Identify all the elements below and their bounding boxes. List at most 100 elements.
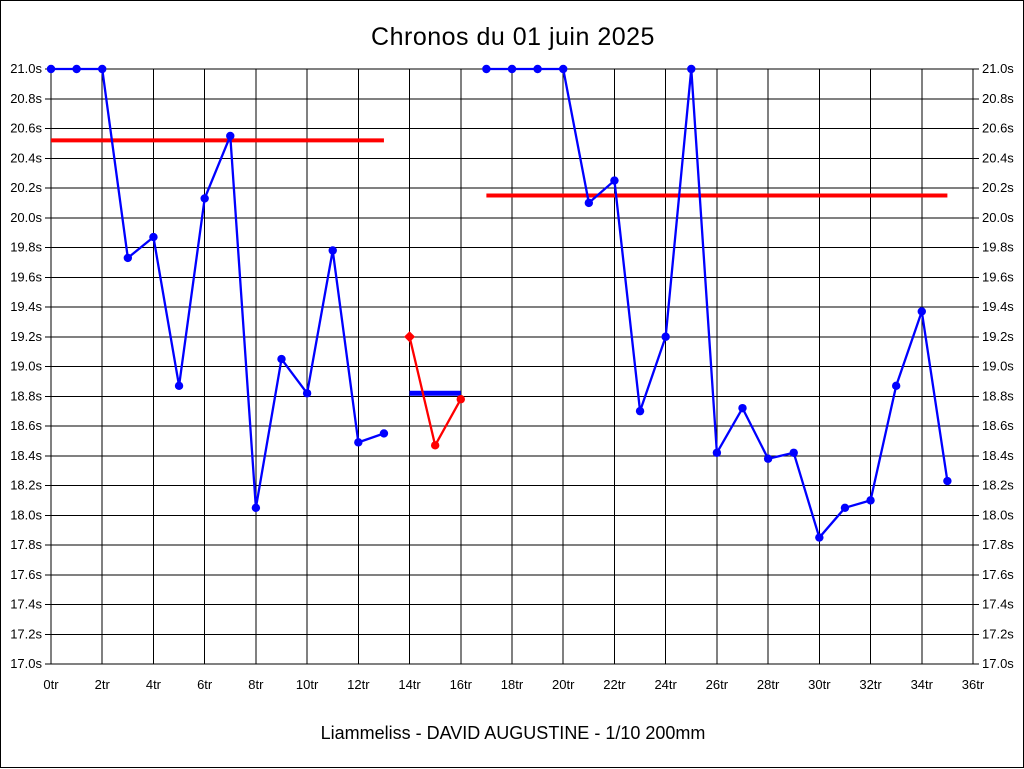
run-2-laps-point <box>789 448 798 457</box>
run-1-laps-point <box>379 429 389 438</box>
x-axis-label: 12tr <box>347 677 370 692</box>
y-axis-label-right: 20.2s <box>982 180 1014 195</box>
y-axis-label-left: 17.2s <box>10 626 42 641</box>
y-axis-label-right: 20.4s <box>982 150 1014 165</box>
y-axis-label-left: 18.0s <box>10 507 42 522</box>
y-axis-label-right: 21.0s <box>982 61 1014 76</box>
y-axis-label-right: 18.2s <box>982 478 1014 493</box>
run-2-laps-point <box>712 448 722 457</box>
run-1-laps-point <box>200 194 209 203</box>
run-2-laps-point <box>661 332 670 341</box>
run-2-laps-point <box>840 503 850 513</box>
y-axis-label-left: 19.2s <box>10 329 42 344</box>
highlighted-laps-point-diamond <box>404 331 416 343</box>
run-2-laps-point <box>559 64 568 74</box>
run-1-laps-point <box>72 64 81 74</box>
y-axis-label-left: 19.0s <box>10 359 42 374</box>
y-axis-label-right: 17.8s <box>982 537 1014 552</box>
run-1-laps-point <box>328 246 337 255</box>
y-axis-label-left: 17.6s <box>10 567 42 582</box>
y-axis-label-right: 19.6s <box>982 269 1014 284</box>
y-axis-label-right: 19.4s <box>982 299 1014 314</box>
run-2-laps-point <box>482 64 491 74</box>
x-axis-label: 14tr <box>398 677 421 692</box>
y-axis-label-right: 19.0s <box>982 359 1014 374</box>
run-2-laps-point <box>738 403 747 413</box>
y-axis-label-right: 18.6s <box>982 418 1014 433</box>
run-2-laps-point <box>687 64 696 74</box>
run-2-laps-point <box>763 454 773 463</box>
y-axis-label-left: 19.6s <box>10 269 42 284</box>
y-axis-label-right: 20.6s <box>982 121 1014 136</box>
y-axis-label-right: 18.8s <box>982 388 1014 403</box>
x-axis-label: 16tr <box>450 677 473 692</box>
run-2-laps-point <box>610 176 619 185</box>
x-axis-label: 24tr <box>654 677 677 692</box>
run-2-laps-point <box>584 198 594 208</box>
x-axis-label: 34tr <box>911 677 934 692</box>
run-2-laps-point <box>635 406 645 416</box>
y-axis-label-left: 20.6s <box>10 121 42 136</box>
x-axis-label: 20tr <box>552 677 575 692</box>
run-1-laps-line <box>51 67 385 509</box>
y-axis-label-left: 18.8s <box>10 388 42 403</box>
y-axis-label-left: 17.8s <box>10 537 42 552</box>
x-axis-label: 30tr <box>808 677 831 692</box>
y-axis-label-left: 20.4s <box>10 150 42 165</box>
run-1-laps-point <box>354 438 363 447</box>
y-axis-label-left: 20.0s <box>10 210 42 225</box>
y-axis-label-right: 17.6s <box>982 567 1014 582</box>
x-axis-label: 4tr <box>146 677 162 692</box>
run-2-laps-point <box>917 307 926 316</box>
y-axis-label-right: 19.2s <box>982 329 1014 344</box>
y-axis-label-right: 20.8s <box>982 91 1014 106</box>
run-1-laps-point <box>226 131 235 141</box>
x-axis-label: 22tr <box>603 677 626 692</box>
x-axis-label: 28tr <box>757 677 780 692</box>
y-axis-label-left: 20.8s <box>10 91 42 106</box>
run-1-laps-point <box>46 64 56 74</box>
run-1-laps-point <box>123 253 133 263</box>
y-axis-label-left: 19.4s <box>10 299 42 314</box>
y-axis-label-left: 17.4s <box>10 597 42 612</box>
run-1-laps-point <box>174 381 184 391</box>
run-2-laps-point <box>533 64 542 74</box>
y-axis-label-right: 17.4s <box>982 597 1014 612</box>
x-axis-label: 10tr <box>296 677 319 692</box>
y-axis-label-left: 17.0s <box>10 656 42 671</box>
run-1-laps-point <box>251 503 261 513</box>
x-axis-label: 36tr <box>962 677 985 692</box>
x-axis-label: 2tr <box>95 677 111 692</box>
x-axis-label: 8tr <box>248 677 264 692</box>
y-axis-label-left: 19.8s <box>10 240 42 255</box>
chart-title: Chronos du 01 juin 2025 <box>371 23 655 51</box>
y-axis-label-left: 18.4s <box>10 448 42 463</box>
run-1-laps-point <box>277 354 286 364</box>
run-2-laps-point <box>866 496 875 505</box>
y-axis-label-right: 17.0s <box>982 656 1014 671</box>
y-axis-label-left: 21.0s <box>10 61 42 76</box>
y-axis-label-left: 20.2s <box>10 180 42 195</box>
highlighted-laps-point <box>456 395 465 404</box>
y-axis-label-right: 20.0s <box>982 210 1014 225</box>
y-axis-label-right: 19.8s <box>982 240 1014 255</box>
y-axis-label-right: 18.4s <box>982 448 1014 463</box>
run-2-laps-point <box>943 476 952 486</box>
x-axis-label: 18tr <box>501 677 524 692</box>
chart-subtitle: Liammeliss - DAVID AUGUSTINE - 1/10 200m… <box>320 723 706 743</box>
run-1-laps-point <box>149 232 158 242</box>
y-axis-label-left: 18.2s <box>10 478 42 493</box>
x-axis-label: 32tr <box>859 677 882 692</box>
x-axis-label: 0tr <box>43 677 59 692</box>
run-1-laps-point <box>302 389 312 398</box>
run-2-laps-point <box>891 381 901 391</box>
y-axis-label-right: 18.0s <box>982 507 1014 522</box>
y-axis-label-right: 17.2s <box>982 626 1014 641</box>
run-2-laps-point <box>815 533 824 542</box>
x-axis-label: 6tr <box>197 677 213 692</box>
x-axis-label: 26tr <box>706 677 729 692</box>
run-2-laps-point <box>507 64 517 74</box>
highlighted-laps-point <box>430 441 440 450</box>
run-1-laps-point <box>98 64 107 74</box>
